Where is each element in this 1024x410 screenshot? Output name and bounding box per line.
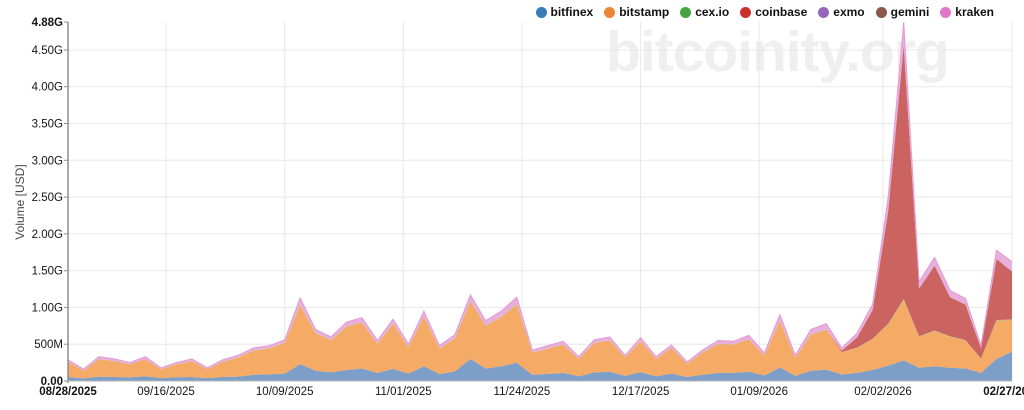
legend-dot-coinbase xyxy=(740,6,752,18)
x-tick-label-08/28/2025: 08/28/2025 xyxy=(39,386,97,398)
legend: bitfinex bitstamp cex.io coinbase exmo gemini… xyxy=(535,5,994,19)
legend-dot-cex.io xyxy=(680,6,692,18)
legend-label-bitstamp: bitstamp xyxy=(619,5,670,19)
y-tick-label-1.00G: 1.00G xyxy=(32,302,63,314)
x-tick-label-02/27/2026: 02/27/2026 xyxy=(983,386,1024,398)
area-bitfinex xyxy=(68,351,1012,381)
y-tick-label-3.00G: 3.00G xyxy=(32,155,63,167)
x-tick-label-12/17/2025: 12/17/2025 xyxy=(612,386,670,398)
legend-label-gemini: gemini xyxy=(890,5,930,19)
legend-item-exmo[interactable]: exmo xyxy=(818,5,865,19)
legend-dot-exmo xyxy=(818,6,830,18)
legend-item-coinbase[interactable]: coinbase xyxy=(740,5,807,19)
legend-label-coinbase: coinbase xyxy=(755,5,808,19)
legend-item-bitfinex[interactable]: bitfinex xyxy=(535,5,594,19)
legend-label-bitfinex: bitfinex xyxy=(550,5,594,19)
x-tick-label-01/09/2026: 01/09/2026 xyxy=(730,386,788,398)
x-tick-label-11/24/2025: 11/24/2025 xyxy=(494,386,551,398)
legend-item-gemini[interactable]: gemini xyxy=(875,5,930,19)
legend-dot-gemini xyxy=(875,6,887,18)
y-tick-label-3.50G: 3.50G xyxy=(32,119,63,131)
x-tick-label-02/02/2026: 02/02/2026 xyxy=(854,386,912,398)
legend-item-cex.io[interactable]: cex.io xyxy=(680,5,729,19)
area-bitstamp xyxy=(68,300,1012,379)
y-axis-title: Volume [USD] xyxy=(13,164,27,240)
legend-dot-bitstamp xyxy=(604,6,616,18)
y-tick-label-500M: 500M xyxy=(34,339,63,351)
x-tick-label-10/09/2025: 10/09/2025 xyxy=(256,386,314,398)
legend-item-bitstamp[interactable]: bitstamp xyxy=(604,5,669,19)
legend-label-kraken: kraken xyxy=(955,5,994,19)
legend-item-kraken[interactable]: kraken xyxy=(940,5,994,19)
legend-dot-bitfinex xyxy=(535,6,547,18)
y-tick-label-4.88G: 4.88G xyxy=(32,17,63,29)
legend-label-exmo: exmo xyxy=(833,5,865,19)
total-envelope-line xyxy=(67,21,1013,370)
y-tick-label-4.50G: 4.50G xyxy=(32,45,63,57)
y-tick-label-4.00G: 4.00G xyxy=(32,82,63,94)
legend-label-cex.io: cex.io xyxy=(695,5,730,19)
area-coinbase xyxy=(68,45,1012,371)
y-tick-label-2.50G: 2.50G xyxy=(32,192,63,204)
x-tick-label-11/01/2025: 11/01/2025 xyxy=(375,386,432,398)
y-tick-label-1.50G: 1.50G xyxy=(32,266,63,278)
x-tick-label-09/16/2025: 09/16/2025 xyxy=(137,386,195,398)
y-tick-label-2.00G: 2.00G xyxy=(32,229,63,241)
watermark: bitcoinity.org xyxy=(606,20,950,84)
legend-dot-kraken xyxy=(940,6,952,18)
y-tick-label-0.00: 0.00 xyxy=(41,376,63,388)
